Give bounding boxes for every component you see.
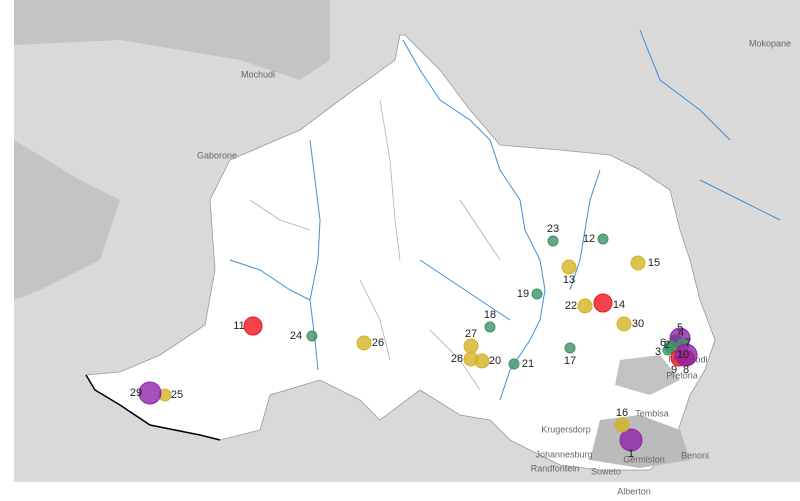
site-label: 23 — [547, 223, 559, 235]
site-label: 16 — [616, 407, 628, 419]
site-marker — [508, 358, 520, 370]
place-label: Randfontein — [531, 463, 580, 473]
place-label: Benoni — [681, 450, 709, 460]
site-label: 10 — [677, 349, 689, 361]
shaded-land — [14, 140, 120, 300]
site-marker — [463, 338, 479, 354]
urban-area — [615, 355, 680, 395]
place-label: Krugersdorp — [541, 424, 591, 434]
site-label: 5 — [677, 322, 683, 334]
site-marker — [306, 330, 318, 342]
site-label: 13 — [563, 274, 575, 286]
site-label: 29 — [130, 387, 142, 399]
site-label: 7 — [685, 337, 691, 349]
site-marker — [561, 259, 577, 275]
site-marker — [577, 298, 593, 314]
site-label: 17 — [564, 355, 576, 367]
site-label: 2 — [664, 339, 670, 351]
place-label: Soweto — [591, 466, 621, 476]
border-line — [85, 374, 221, 441]
site-label: 3 — [655, 346, 661, 358]
site-label: 28 — [451, 353, 463, 365]
place-label: Alberton — [617, 486, 651, 496]
place-label: Germiston — [623, 454, 665, 464]
site-marker — [614, 417, 630, 433]
place-label: Gaborone — [197, 150, 237, 160]
site-marker — [138, 381, 162, 405]
site-marker — [356, 335, 372, 351]
site-marker — [463, 351, 479, 367]
site-label: 30 — [632, 318, 644, 330]
site-marker — [593, 293, 613, 313]
place-label: Pretoria — [666, 370, 698, 380]
site-label: 12 — [583, 233, 595, 245]
site-marker — [619, 428, 643, 452]
place-label: Mochudi — [241, 69, 275, 79]
site-marker — [243, 316, 263, 336]
site-label: 1 — [628, 448, 634, 460]
site-label: 19 — [517, 288, 529, 300]
site-label: 6 — [660, 337, 666, 349]
site-marker — [564, 342, 576, 354]
site-marker — [674, 343, 698, 367]
site-label: 18 — [484, 309, 496, 321]
site-label: 9 — [671, 364, 677, 376]
site-label: 24 — [290, 330, 302, 342]
place-label: Mokopane — [749, 38, 791, 48]
shaded-land — [14, 0, 330, 80]
rivers — [229, 29, 781, 401]
site-marker — [531, 288, 543, 300]
site-label: 20 — [489, 355, 501, 367]
site-label: 21 — [522, 358, 534, 370]
site-marker — [547, 235, 559, 247]
site-label: 27 — [465, 328, 477, 340]
place-label: Tembisa — [635, 408, 669, 418]
site-label: 4 — [678, 327, 684, 339]
site-label: 11 — [233, 320, 244, 332]
site-label: 8 — [683, 364, 689, 376]
place-label: Johannesburg — [535, 449, 592, 459]
catchment — [85, 34, 716, 471]
site-label: 25 — [171, 389, 183, 401]
site-label: 26 — [372, 337, 384, 349]
tributaries — [249, 99, 501, 391]
site-label: 15 — [648, 257, 660, 269]
site-marker — [597, 233, 609, 245]
site-label: 22 — [565, 300, 577, 312]
site-marker — [616, 316, 632, 332]
site-label: 14 — [613, 299, 625, 311]
site-marker — [484, 321, 496, 333]
site-marker — [630, 255, 646, 271]
